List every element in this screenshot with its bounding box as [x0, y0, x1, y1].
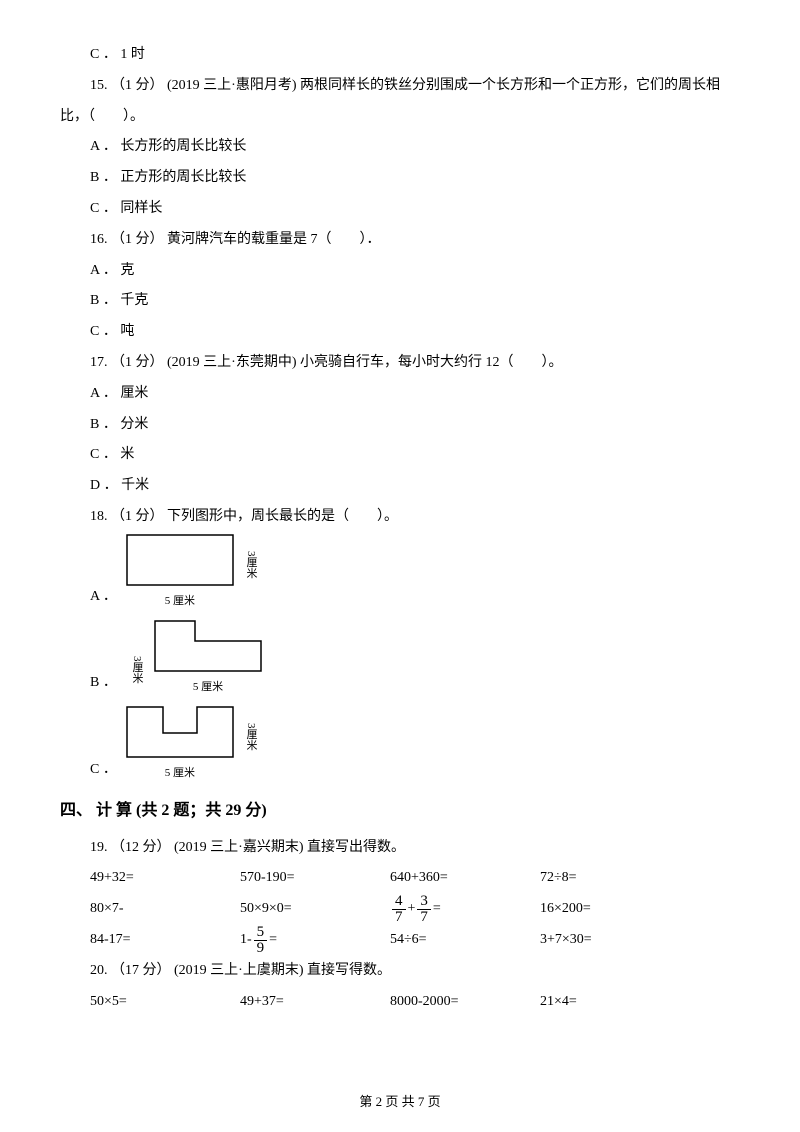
- q18-b-label: B ．: [90, 668, 117, 699]
- q16-stem: 16. （1 分） 黄河牌汽车的载重量是 7（ ）．: [90, 225, 740, 256]
- section-4-header: 四、 计 算 (共 2 题；共 29 分): [60, 793, 740, 828]
- q19-row1: 49+32= 570-190= 640+360= 72÷8=: [90, 863, 740, 894]
- q19-r3-b: 1- 59 =: [240, 925, 390, 956]
- q16-option-c: C ． 吨: [90, 317, 740, 348]
- q18-c-height: 3厘米: [239, 723, 263, 751]
- q17-option-d: D ． 千米: [90, 471, 740, 502]
- q18-option-a: A ． 5 厘米 3厘米: [90, 533, 740, 613]
- q17-option-b: B ． 分米: [90, 410, 740, 441]
- q16-option-b: B ． 千克: [90, 286, 740, 317]
- q19-r1-a: 49+32=: [90, 863, 240, 894]
- q20-row1: 50×5= 49+37= 8000-2000= 21×4=: [90, 987, 740, 1018]
- q19-r3-a: 84-17=: [90, 925, 240, 956]
- q17-option-a: A ． 厘米: [90, 379, 740, 410]
- q19-r3-d: 3+7×30=: [540, 925, 690, 956]
- q15-option-c: C ． 同样长: [90, 194, 740, 225]
- q20-stem: 20. （17 分） (2019 三上·上虞期末) 直接写得数。: [90, 956, 740, 987]
- q20-r1-a: 50×5=: [90, 987, 240, 1018]
- q19-stem: 19. （12 分） (2019 三上·嘉兴期末) 直接写出得数。: [90, 833, 740, 864]
- q15-option-b: B ． 正方形的周长比较长: [90, 163, 740, 194]
- q19-r2-a: 80×7-: [90, 894, 240, 925]
- q18-stem: 18. （1 分） 下列图形中，周长最长的是（ ）。: [90, 502, 740, 533]
- q18-option-b: B ． 3厘米 5 厘米: [90, 619, 740, 699]
- q18-c-label: C ．: [90, 755, 117, 786]
- q19-r1-c: 640+360=: [390, 863, 540, 894]
- q19-r2-d: 16×200=: [540, 894, 690, 925]
- q20-r1-b: 49+37=: [240, 987, 390, 1018]
- q19-r2-c: 47 + 37 =: [390, 894, 540, 925]
- q19-r1-b: 570-190=: [240, 863, 390, 894]
- q19-r2-b: 50×9×0=: [240, 894, 390, 925]
- q15-option-a: A ． 长方形的周长比较长: [90, 132, 740, 163]
- q17-option-c: C ． 米: [90, 440, 740, 471]
- q15-stem2: 比，（ ）。: [60, 102, 740, 133]
- q18-a-width: 5 厘米: [165, 589, 195, 613]
- q20-r1-d: 21×4=: [540, 987, 690, 1018]
- fraction-5-9: 59: [254, 925, 268, 956]
- rectangle-shape-a: [125, 533, 235, 588]
- l-shape-b: [153, 619, 263, 674]
- q18-a-label: A ．: [90, 582, 117, 613]
- q19-row2: 80×7- 50×9×0= 47 + 37 = 16×200=: [90, 894, 740, 925]
- q15-stem: 15. （1 分） (2019 三上·惠阳月考) 两根同样长的铁丝分别围成一个长…: [90, 71, 740, 102]
- q19-row3: 84-17= 1- 59 = 54÷6= 3+7×30=: [90, 925, 740, 956]
- q18-b-height: 3厘米: [125, 656, 149, 684]
- q18-b-width: 5 厘米: [193, 675, 223, 699]
- q16-option-a: A ． 克: [90, 256, 740, 287]
- fraction-3-7: 37: [417, 894, 431, 925]
- q18-a-height: 3厘米: [239, 551, 263, 579]
- fraction-4-7: 47: [392, 894, 406, 925]
- page-footer: 第 2 页 共 7 页: [0, 1088, 800, 1117]
- u-shape-c: [125, 705, 235, 760]
- q18-option-c: C ． 5 厘米 3厘米: [90, 705, 740, 785]
- q17-stem: 17. （1 分） (2019 三上·东莞期中) 小亮骑自行车，每小时大约行 1…: [90, 348, 740, 379]
- q19-r3-c: 54÷6=: [390, 925, 540, 956]
- q19-r1-d: 72÷8=: [540, 863, 690, 894]
- q20-r1-c: 8000-2000=: [390, 987, 540, 1018]
- q14-option-c: C ． 1 时: [90, 40, 740, 71]
- q18-c-width: 5 厘米: [165, 761, 195, 785]
